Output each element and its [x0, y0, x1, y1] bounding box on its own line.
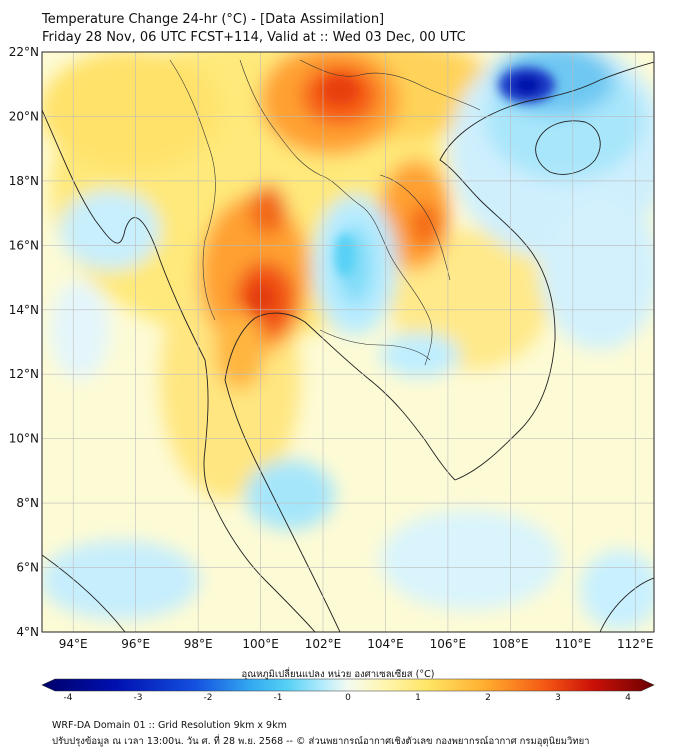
border-laos-vietnam: [379, 174, 451, 281]
lat-label: 12°N: [9, 367, 39, 381]
cool-andaman-north: [60, 190, 160, 270]
lon-label: 100°E: [242, 637, 279, 651]
latitude-labels: 22°N 20°N 18°N 16°N 14°N 12°N 10°N 8°N 6°N 4°N: [9, 45, 39, 639]
colorbar-tick-label: 0: [345, 693, 351, 703]
footer-model-info: WRF-DA Domain 01 :: Grid Resolution 9km …: [52, 720, 287, 731]
border-myanmar-thailand: [169, 59, 216, 321]
warm-orange-west-coast: [215, 310, 265, 390]
lat-label: 14°N: [9, 303, 39, 317]
borders: [169, 59, 481, 366]
coast-borneo: [599, 577, 654, 632]
colorbar-tick-label: -3: [134, 693, 143, 703]
border-cambodia-thailand: [319, 329, 431, 361]
lat-label: 8°N: [16, 496, 39, 510]
lat-label: 22°N: [9, 45, 39, 59]
map-subtitle: Friday 28 Nov, 06 UTC FCST+114, Valid at…: [42, 30, 466, 45]
border-laos-thailand: [239, 59, 433, 366]
colorbar-tick-label: 2: [485, 693, 491, 703]
cool-southwest: [42, 540, 200, 620]
longitude-labels: 94°E 96°E 98°E 100°E 102°E 104°E 106°E 108°E 110…: [59, 637, 654, 651]
coast-myanmar: [42, 109, 213, 501]
cool-cambodia: [380, 333, 460, 377]
colorbar-tick-label: -4: [64, 693, 73, 703]
lon-label: 112°E: [617, 637, 654, 651]
lon-label: 98°E: [184, 637, 213, 651]
warm-yellow-myanmar: [42, 52, 220, 170]
gridlines: [42, 52, 654, 632]
coast-malaya-west: [211, 499, 316, 632]
lat-label: 10°N: [9, 432, 39, 446]
hot-core-bangkok: [250, 284, 274, 312]
colorbar-tick-label: -2: [204, 693, 213, 703]
colorbar: [41, 678, 655, 692]
colorbar-ticks: -4 -3 -2 -1 0 1 2 3 4: [64, 693, 632, 703]
lat-label: 18°N: [9, 174, 39, 188]
cool-core-isan: [335, 233, 355, 277]
cold-core-inner: [513, 75, 541, 95]
coast-gulf: [224, 312, 456, 481]
lat-label: 6°N: [16, 561, 39, 575]
warm-red-north-thailand: [250, 185, 286, 235]
coast-malaya-east: [224, 379, 341, 632]
coast-vietnam: [439, 61, 654, 481]
lat-label: 16°N: [9, 238, 39, 252]
cool-southeast: [580, 550, 654, 630]
footer-update-info: ปรับปรุงข้อมูล ณ เวลา 13:00น. วัน ศ. ที่…: [52, 736, 590, 747]
lat-label: 20°N: [9, 109, 39, 123]
cool-south-sea: [380, 510, 560, 610]
coast-sumatra: [42, 554, 126, 632]
lon-label: 108°E: [492, 637, 529, 651]
lon-label: 94°E: [59, 637, 88, 651]
colorbar-tick-label: -1: [274, 693, 283, 703]
cool-andaman-sea: [50, 280, 110, 380]
lon-label: 110°E: [555, 637, 592, 651]
plot-frame: [41, 51, 655, 633]
lon-label: 106°E: [430, 637, 467, 651]
lon-label: 104°E: [367, 637, 404, 651]
coastlines: [42, 61, 654, 632]
cool-sea-east: [540, 190, 654, 350]
hot-core-laos: [322, 76, 358, 104]
warm-red-laos-central: [409, 203, 441, 247]
lon-label: 96°E: [121, 637, 150, 651]
cool-gulf-south: [245, 460, 335, 530]
colorbar-tick-label: 3: [555, 693, 561, 703]
lon-label: 102°E: [305, 637, 342, 651]
map-title: Temperature Change 24-hr (°C) - [Data As…: [42, 12, 385, 27]
coast-hainan: [535, 120, 601, 175]
lat-label: 4°N: [16, 625, 39, 639]
colorbar-title: อุณหภูมิเปลี่ยนแปลง หน่วย องศาเซลเซียส (…: [241, 669, 435, 680]
colorbar-tick-label: 4: [625, 693, 631, 703]
temperature-field: [42, 52, 654, 632]
colorbar-tick-label: 1: [415, 693, 421, 703]
border-china: [299, 59, 481, 111]
